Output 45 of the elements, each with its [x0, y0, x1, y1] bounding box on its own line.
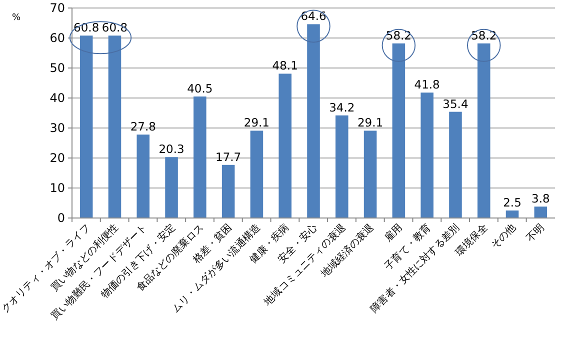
bar: [477, 43, 490, 218]
data-label: 64.6: [300, 9, 326, 24]
data-label: 27.8: [130, 120, 156, 134]
bar: [136, 134, 150, 218]
y-tick-label: 0: [57, 211, 65, 226]
x-tick-label: 雇用: [382, 222, 405, 244]
data-label: 35.4: [442, 96, 468, 111]
data-label: 60.8: [74, 20, 100, 35]
bar: [449, 112, 462, 218]
bar: [108, 36, 122, 218]
y-tick-label: 10: [50, 181, 65, 196]
y-tick-label: 40: [50, 91, 65, 106]
data-label: 58.2: [386, 28, 412, 42]
bar: [534, 206, 548, 218]
bar: [392, 43, 406, 218]
data-label: 48.1: [272, 58, 298, 73]
data-label: 40.5: [187, 82, 213, 96]
y-tick-label: 70: [50, 1, 65, 16]
bar: [506, 210, 519, 218]
y-tick-label: 30: [50, 121, 65, 136]
data-label: 20.3: [158, 142, 184, 156]
data-label: 34.2: [329, 100, 355, 114]
bar: [165, 157, 178, 218]
bar: [194, 96, 206, 218]
bar: [420, 92, 434, 218]
x-tick-label: その他: [488, 222, 518, 252]
data-label: 60.8: [102, 20, 128, 35]
bar: [250, 130, 264, 218]
x-tick-label: 不明: [524, 222, 547, 244]
data-label: 41.8: [414, 78, 440, 92]
bar: [278, 74, 292, 218]
data-label: 2.5: [503, 196, 522, 210]
bar: [336, 115, 348, 218]
bar: [364, 130, 377, 218]
y-tick-label: 50: [50, 61, 65, 76]
data-label: 29.1: [244, 116, 270, 130]
bar: [222, 164, 235, 218]
bar: [307, 24, 320, 218]
data-label: 17.7: [216, 150, 242, 164]
y-axis-title: %: [12, 13, 21, 23]
bar: [80, 36, 93, 218]
data-label: 3.8: [532, 192, 550, 206]
y-tick-label: 60: [50, 31, 65, 46]
data-label: 29.1: [357, 116, 384, 130]
y-tick-label: 20: [50, 151, 65, 166]
